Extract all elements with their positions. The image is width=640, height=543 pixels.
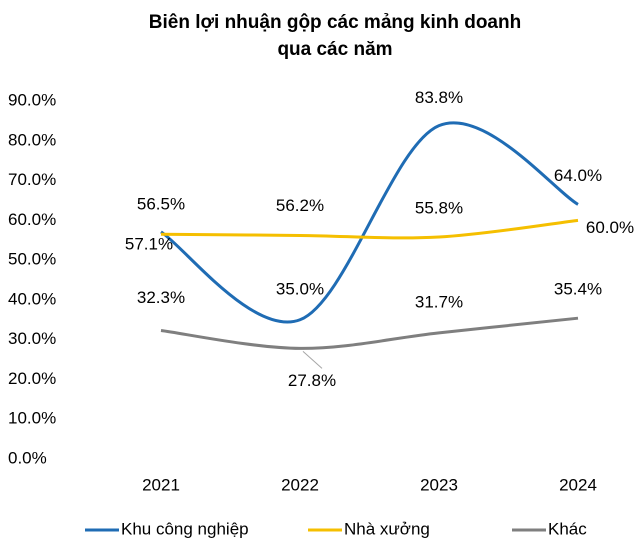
data-label: 56.5% xyxy=(137,195,185,214)
x-tick-label: 2022 xyxy=(281,475,319,494)
y-tick-label: 0.0% xyxy=(8,448,47,467)
leader-line xyxy=(302,351,323,369)
legend-label: Khu công nghiệp xyxy=(121,519,249,538)
y-tick-label: 90.0% xyxy=(8,90,56,109)
data-label: 27.8% xyxy=(288,371,336,390)
y-tick-label: 60.0% xyxy=(8,210,56,229)
y-tick-label: 50.0% xyxy=(8,250,56,269)
data-label: 60.0% xyxy=(586,218,634,237)
chart-title: qua các năm xyxy=(277,39,392,60)
chart-title: Biên lợi nhuận gộp các mảng kinh doanh xyxy=(149,12,521,33)
y-tick-label: 80.0% xyxy=(8,130,56,149)
data-label: 55.8% xyxy=(415,199,463,218)
series-line xyxy=(160,316,579,350)
data-label: 83.8% xyxy=(415,88,463,107)
data-label: 56.2% xyxy=(276,196,324,215)
data-label: 31.7% xyxy=(415,292,463,311)
y-tick-label: 30.0% xyxy=(8,329,56,348)
data-label: 32.3% xyxy=(137,288,185,307)
x-tick-label: 2021 xyxy=(142,475,180,494)
y-tick-label: 10.0% xyxy=(8,409,56,428)
x-tick-label: 2023 xyxy=(420,475,458,494)
series-line xyxy=(160,121,579,324)
legend-label: Khác xyxy=(548,519,587,538)
data-label: 57.1% xyxy=(125,234,173,253)
legend-label: Nhà xưởng xyxy=(344,519,430,538)
data-label: 35.0% xyxy=(276,279,324,298)
y-tick-label: 70.0% xyxy=(8,170,56,189)
data-label: 35.4% xyxy=(554,280,602,299)
data-label: 64.0% xyxy=(554,166,602,185)
series-line xyxy=(160,218,579,240)
y-tick-label: 40.0% xyxy=(8,289,56,308)
x-tick-label: 2024 xyxy=(559,475,597,494)
y-tick-label: 20.0% xyxy=(8,369,56,388)
